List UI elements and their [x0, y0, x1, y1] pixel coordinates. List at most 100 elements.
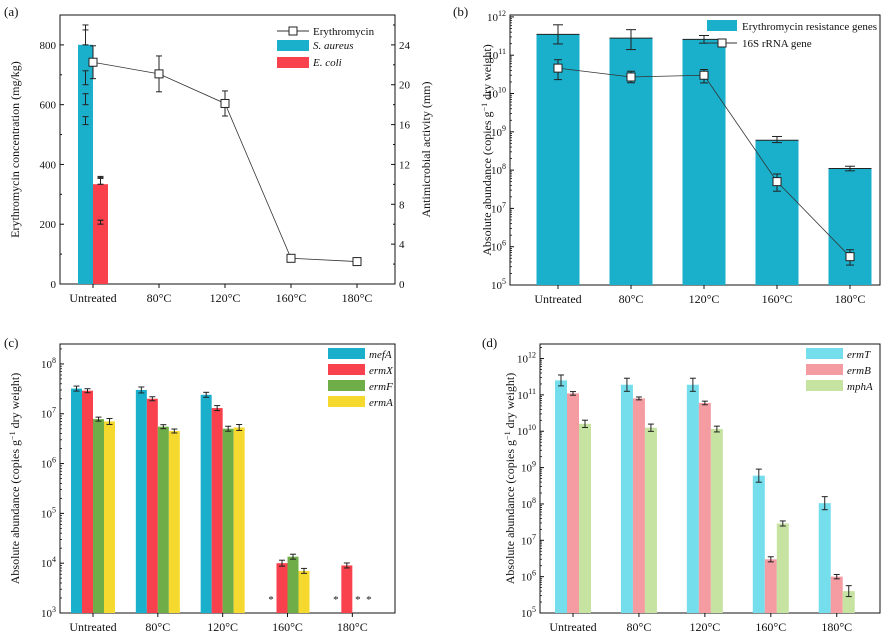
legend-swatch: [328, 396, 365, 407]
x-tick-label: 120°C: [689, 620, 720, 634]
x-tick-label: 180°C: [337, 620, 368, 634]
x-tick-label: 160°C: [755, 620, 786, 634]
data-point: [772, 177, 782, 187]
y-tick-label-right: 8: [399, 199, 405, 211]
y-tick-label: 108: [41, 356, 56, 371]
y-axis-title: Erythromycin concentration (mg/kg): [8, 61, 22, 238]
panel-label: (a): [4, 4, 18, 19]
y-tick-label-left: 200: [40, 219, 57, 231]
y-tick-label-right: 4: [399, 239, 405, 251]
legend-label: mphA: [847, 381, 873, 393]
bar-erythromycin-resistance-genes: [828, 168, 872, 285]
bar-erma: [168, 431, 180, 613]
y-tick-label: 108: [491, 162, 506, 177]
y-tick-label-right: 20: [399, 80, 411, 92]
bar-ermb: [764, 559, 777, 613]
data-point: [626, 72, 636, 82]
legend-swatch: [806, 364, 843, 375]
bar-mefa: [135, 389, 147, 613]
legend-label: ermX: [369, 365, 394, 377]
y-tick-label: 106: [521, 569, 536, 584]
panel-label: (b): [453, 4, 468, 19]
y-tick-label-left: 800: [40, 40, 57, 52]
panel-d: (d) 105 106 107 108 109 1010 1011 1012 Untreated 8…: [482, 335, 881, 634]
y-tick-label: 105: [521, 605, 536, 620]
y-tick-label-right: 24: [399, 40, 411, 52]
legend-swatch: [806, 348, 843, 359]
bar-ermx: [211, 408, 223, 613]
x-tick-label: 180°C: [342, 291, 373, 305]
bar-e-coli: [93, 224, 108, 284]
missing-marker: *: [366, 594, 372, 606]
bar-ermf: [222, 428, 234, 613]
legend-label: 16S rRNA gene: [742, 38, 812, 50]
missing-marker: *: [355, 594, 361, 606]
panel-b: (b) 105 106 107 108 109 1010 1011 1012 Untreated 8…: [453, 4, 881, 306]
y-tick-label-right: 0: [399, 279, 405, 291]
bar-erma: [104, 421, 115, 613]
y-tick-label: 1011: [517, 387, 536, 402]
legend-marker: [717, 38, 727, 48]
bar-erythromycin-resistance-genes: [755, 140, 799, 285]
y-tick-label-right: 16: [399, 120, 411, 132]
bar-ermx: [341, 565, 353, 613]
x-tick-label: 80°C: [619, 292, 644, 306]
x-tick-label: Untreated: [69, 291, 116, 305]
y-axis-title: Absolute abundance (copies g−1 dry weigh…: [503, 373, 517, 584]
x-tick-label: 160°C: [762, 292, 793, 306]
bar-mpha: [710, 429, 723, 613]
y-tick-label: 108: [521, 496, 536, 511]
data-point: [845, 252, 855, 262]
x-tick-label: 80°C: [145, 620, 170, 634]
legend-label: ermT: [847, 349, 871, 361]
bar-ermb: [830, 576, 843, 613]
y-axis-title: Absolute abundance (copies g−1 dry weigh…: [480, 44, 494, 255]
y-tick-label-right: 12: [399, 159, 410, 171]
bar-ermb: [698, 402, 711, 613]
y-tick-label: 107: [521, 532, 536, 547]
bar-erma: [298, 570, 310, 613]
y-axis-title-right: Antimicrobial activity (mm): [419, 82, 433, 218]
y-tick-label: 109: [521, 460, 536, 475]
legend-label: S. aureus: [313, 40, 354, 52]
y-tick-label: 105: [491, 277, 506, 292]
legend-label: ermA: [369, 397, 393, 409]
y-tick-label-left: 600: [40, 100, 57, 112]
y-tick-label: 103: [41, 605, 56, 620]
y-tick-label: 106: [491, 239, 506, 254]
y-tick-label: 1012: [487, 9, 506, 24]
x-tick-label: 120°C: [689, 292, 720, 306]
x-tick-label: Untreated: [69, 620, 116, 634]
legend-label: Erythromycin: [313, 26, 375, 38]
y-tick-label: 1010: [487, 86, 506, 101]
x-tick-label: 180°C: [821, 620, 852, 634]
panel-a: (a) 0 200 400 600 800 0 4 8 12 16 20 24 Untreated 80°C…: [4, 4, 433, 305]
legend-label: Erythromycin resistance genes: [742, 21, 877, 33]
legend-swatch: [707, 20, 737, 31]
bar-ermt: [818, 503, 831, 613]
x-tick-label: 120°C: [207, 620, 238, 634]
bar-mefa: [200, 394, 212, 613]
data-point: [286, 253, 296, 263]
legend-swatch: [328, 348, 365, 359]
bar-erma: [233, 427, 245, 613]
panel-label: (c): [4, 335, 18, 350]
bar-ermt: [555, 380, 567, 613]
bar-ermt: [620, 384, 633, 613]
bar-ermf: [287, 556, 299, 613]
legend-marker: [288, 26, 298, 36]
plot-frame: [59, 14, 396, 285]
legend-swatch: [806, 380, 843, 391]
y-tick-label: 105: [41, 505, 56, 520]
y-tick-label: 104: [41, 555, 56, 570]
y-tick-label-left: 0: [51, 279, 57, 291]
x-tick-label: 120°C: [210, 291, 241, 305]
data-point: [352, 257, 362, 267]
x-tick-label: 160°C: [276, 291, 307, 305]
bar-mpha: [644, 427, 657, 613]
x-tick-label: Untreated: [534, 292, 581, 306]
y-tick-label: 1010: [517, 423, 536, 438]
x-tick-label: 80°C: [147, 291, 172, 305]
bar-mefa: [71, 388, 82, 613]
bar-ermb: [632, 398, 645, 613]
